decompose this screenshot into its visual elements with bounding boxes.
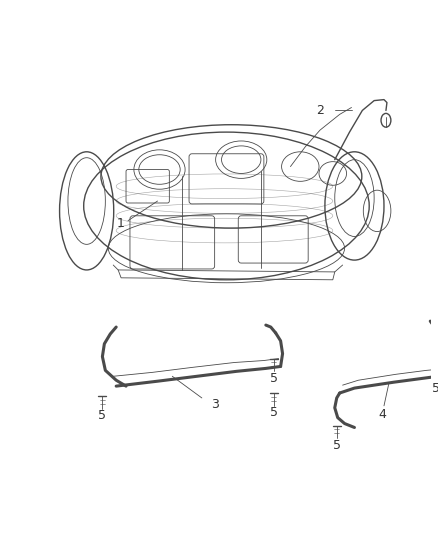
Text: 4: 4 (378, 408, 386, 421)
Text: 3: 3 (211, 398, 219, 411)
Text: 5: 5 (333, 439, 341, 451)
Text: 1: 1 (116, 217, 124, 230)
Text: 5: 5 (270, 406, 278, 419)
Text: 2: 2 (316, 104, 324, 117)
Text: 5: 5 (270, 372, 278, 385)
Text: 5: 5 (432, 382, 438, 394)
Text: 5: 5 (99, 409, 106, 422)
